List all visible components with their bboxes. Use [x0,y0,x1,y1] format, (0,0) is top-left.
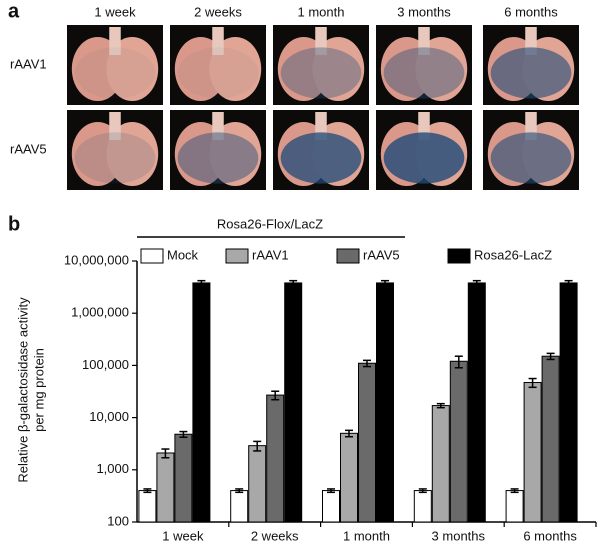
stain [280,132,362,184]
bar [449,360,468,523]
y-axis-title: Relative β-galactosidase activity per mg… [15,297,46,483]
stain [383,47,465,99]
annotation: Rosa26-Flox/LacZ [217,216,323,231]
bar [322,490,340,523]
x-tick-label: 3 months [432,528,486,543]
stain [383,132,465,184]
trachea [109,27,121,55]
trachea [315,112,327,140]
y-tick-label: 100 [107,513,129,528]
bar [541,355,560,523]
column-label: 3 months [397,4,451,19]
y-axis-title-line: Relative β-galactosidase activity [15,297,30,483]
legend-label: rAAV1 [252,247,289,262]
bar [174,433,193,523]
trachea [212,27,224,55]
x-tick-label: 1 week [162,528,204,543]
row-label: rAAV1 [10,56,47,71]
y-axis-title-line: per mg protein [31,348,46,432]
bar [156,452,175,523]
trachea [418,112,430,140]
row-label: rAAV5 [10,141,47,156]
bar [192,282,211,523]
bar [358,362,376,523]
bar [467,282,486,523]
bar [559,282,578,523]
bar [230,490,249,523]
legend-label: Rosa26-LacZ [474,247,552,262]
stain [490,132,572,184]
column-label: 1 week [94,4,136,19]
bar [431,405,450,523]
trachea [525,112,537,140]
legend-label: rAAV5 [363,247,400,262]
y-tick-label: 10,000 [89,409,129,424]
stain [74,132,156,184]
bar [523,382,542,523]
y-tick-label: 100,000 [82,357,129,372]
stain [490,47,572,99]
legend-swatch [140,248,164,264]
panel-label: a [8,0,20,22]
stain [177,132,259,184]
legend-swatch [225,248,249,264]
legend-swatch [336,248,360,264]
x-tick-label: 6 months [523,528,577,543]
y-tick-label: 1,000,000 [71,305,129,320]
stain [280,47,362,99]
y-tick-label: 1,000 [96,461,129,476]
y-tick-label: 10,000,000 [64,252,129,267]
trachea [315,27,327,55]
trachea [525,27,537,55]
column-label: 2 weeks [194,4,242,19]
bar [248,445,267,523]
legend-label: Mock [167,247,199,262]
bar [266,394,285,523]
bar [284,282,303,523]
bar [413,490,432,523]
bar [340,432,358,523]
trachea [212,112,224,140]
trachea [418,27,430,55]
bar [376,282,394,523]
column-label: 6 months [504,4,558,19]
column-label: 1 month [298,4,345,19]
trachea [109,112,121,140]
x-tick-label: 1 month [343,528,390,543]
legend-swatch [447,248,471,264]
stain [177,47,259,99]
bar [138,490,157,523]
panel-label: b [8,213,20,235]
bar [505,490,524,523]
x-tick-label: 2 weeks [251,528,299,543]
stain [74,47,156,99]
